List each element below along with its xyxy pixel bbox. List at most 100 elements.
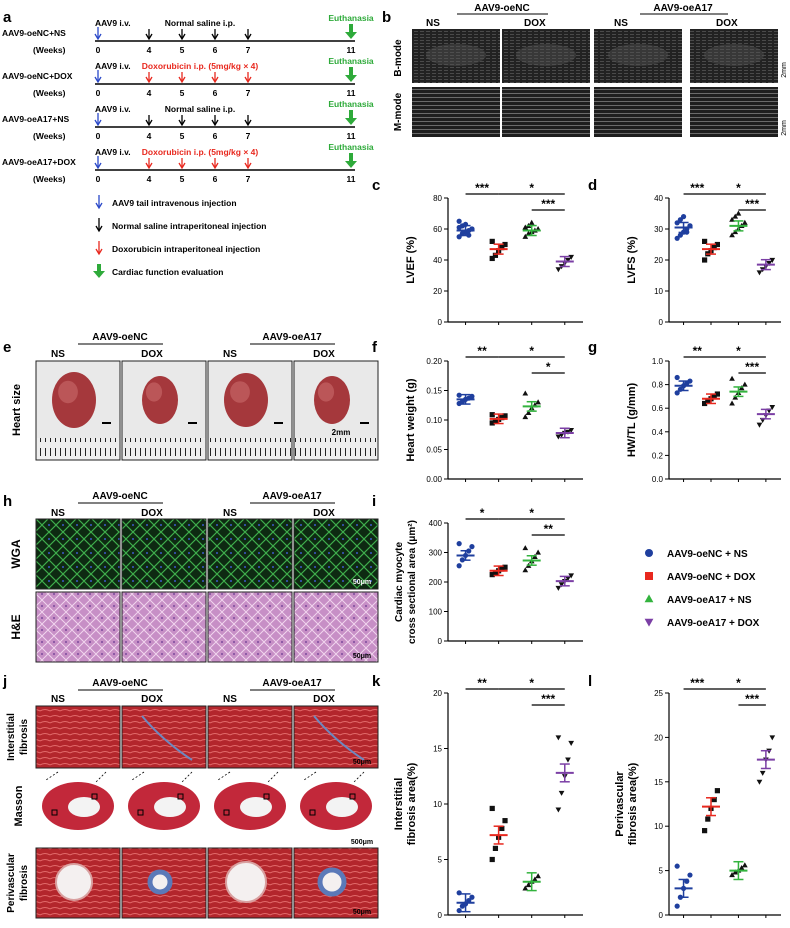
data-point	[522, 567, 529, 573]
data-point	[492, 845, 499, 851]
significance-label: *	[546, 360, 551, 374]
fibrosis-group-label: AAV9-oeA17	[262, 678, 322, 689]
fibrosis-row-label: fibrosis	[19, 865, 30, 902]
data-point	[687, 872, 693, 878]
data-point	[456, 392, 462, 398]
wga-image	[207, 518, 293, 590]
data-point	[535, 549, 541, 555]
fibrosis-sub-label: DOX	[141, 694, 163, 705]
timeline-legend-label: Cardiac function evaluation	[112, 267, 223, 277]
week-tick: 11	[347, 45, 356, 55]
data-point	[702, 400, 708, 407]
y-tick-label: 10	[654, 287, 663, 296]
he-image	[121, 591, 207, 663]
interstitial-image	[35, 705, 121, 769]
data-point	[532, 876, 538, 882]
legend-label: AAV9-oeNC + DOX	[667, 572, 756, 583]
treatment-arrow-icon	[211, 72, 219, 84]
heart-row-label: Heart size	[11, 384, 23, 436]
data-point	[525, 882, 532, 888]
significance-label: *	[736, 676, 741, 690]
treatment-arrow-icon	[244, 115, 252, 127]
timeline-group-label: AAV9-oeNC+NS	[2, 28, 66, 38]
bmode-image	[502, 29, 590, 83]
data-point	[565, 576, 571, 582]
y-tick-label: 0.05	[426, 446, 442, 455]
y-axis-label: LVFS (%)	[626, 236, 638, 284]
legend-marker	[644, 594, 654, 603]
significance-label: ***	[475, 181, 489, 195]
week-tick: 5	[180, 45, 185, 55]
histo-group-label: AAV9-oeA17	[262, 491, 322, 502]
y-tick-label: 25	[654, 689, 663, 698]
masson-images	[35, 705, 379, 919]
y-tick-label: 40	[654, 194, 663, 203]
data-point	[677, 232, 683, 238]
data-point	[714, 391, 720, 397]
data-point	[502, 564, 508, 570]
fibrosis-row-label: Masson	[13, 785, 25, 826]
panel-letter-d: d	[588, 177, 597, 194]
panel-letter-l: l	[588, 673, 592, 690]
week-tick: 0	[96, 45, 101, 55]
data-point	[456, 907, 462, 914]
fibrosis-group-label: AAV9-oeNC	[92, 678, 147, 689]
echo-sub-label: NS	[426, 18, 440, 29]
heart-group-label: AAV9-oeNC	[92, 332, 147, 343]
fibrosis-sub-label: NS	[223, 694, 237, 705]
evaluation-arrow-icon	[345, 110, 357, 125]
significance-label: **	[693, 344, 703, 358]
week-tick: 6	[213, 88, 218, 98]
data-point	[489, 805, 495, 812]
data-point	[711, 245, 717, 251]
week-tick: 5	[180, 174, 185, 184]
fibrosis-row-label: Interstitial	[6, 713, 17, 761]
injection-label: AAV9 i.v.	[95, 104, 131, 114]
data-point	[759, 770, 766, 776]
data-point	[499, 245, 505, 251]
data-point	[674, 863, 680, 869]
histo-row-label: WGA	[9, 539, 23, 569]
histo-sub-label: NS	[51, 508, 65, 519]
data-point	[489, 856, 495, 863]
legend-label: AAV9-oeNC + NS	[667, 549, 748, 560]
data-point	[489, 572, 495, 578]
week-tick: 0	[96, 88, 101, 98]
timeline-legend-label: Normal saline intraperitoneal injection	[112, 221, 266, 231]
data-point	[456, 541, 462, 547]
legend-bold-arrow-icon	[93, 264, 105, 278]
fibrosis-sub-label: DOX	[313, 694, 335, 705]
y-tick-label: 60	[433, 225, 442, 234]
fibrosis-row-label: Perivascular	[6, 853, 17, 913]
treatment-arrow-icon	[145, 29, 153, 41]
significance-label: ***	[745, 197, 759, 211]
data-point	[555, 434, 562, 440]
treatment-arrow-icon	[211, 115, 219, 127]
panel-letter-e: e	[3, 339, 11, 356]
data-point	[674, 390, 680, 396]
data-point	[766, 261, 772, 267]
data-point	[456, 890, 462, 896]
data-point	[687, 378, 693, 384]
data-point	[522, 885, 529, 891]
data-point	[558, 790, 565, 796]
y-tick-label: 0.4	[652, 428, 664, 437]
y-tick-label: 0	[438, 318, 443, 327]
fibrosis-row-label: fibrosis	[19, 719, 30, 756]
treatment-arrow-icon	[178, 115, 186, 127]
timeline-weeks-label: (Weeks)	[33, 131, 66, 141]
y-tick-label: 20	[654, 733, 663, 742]
legend-thin-arrow-icon	[95, 241, 103, 256]
significance-label: ***	[690, 676, 704, 690]
aav9-injection-arrow-icon	[94, 27, 102, 41]
treatment-label: Doxorubicin i.p. (5mg/kg × 4)	[142, 147, 259, 157]
timeline-weeks-label: (Weeks)	[33, 88, 66, 98]
data-point	[674, 235, 680, 241]
y-tick-label: 0.6	[652, 404, 664, 413]
y-axis-label: Heart weight (g)	[405, 378, 417, 461]
significance-label: ***	[690, 181, 704, 195]
y-tick-label: 300	[429, 549, 443, 558]
y-tick-label: 100	[429, 608, 443, 617]
